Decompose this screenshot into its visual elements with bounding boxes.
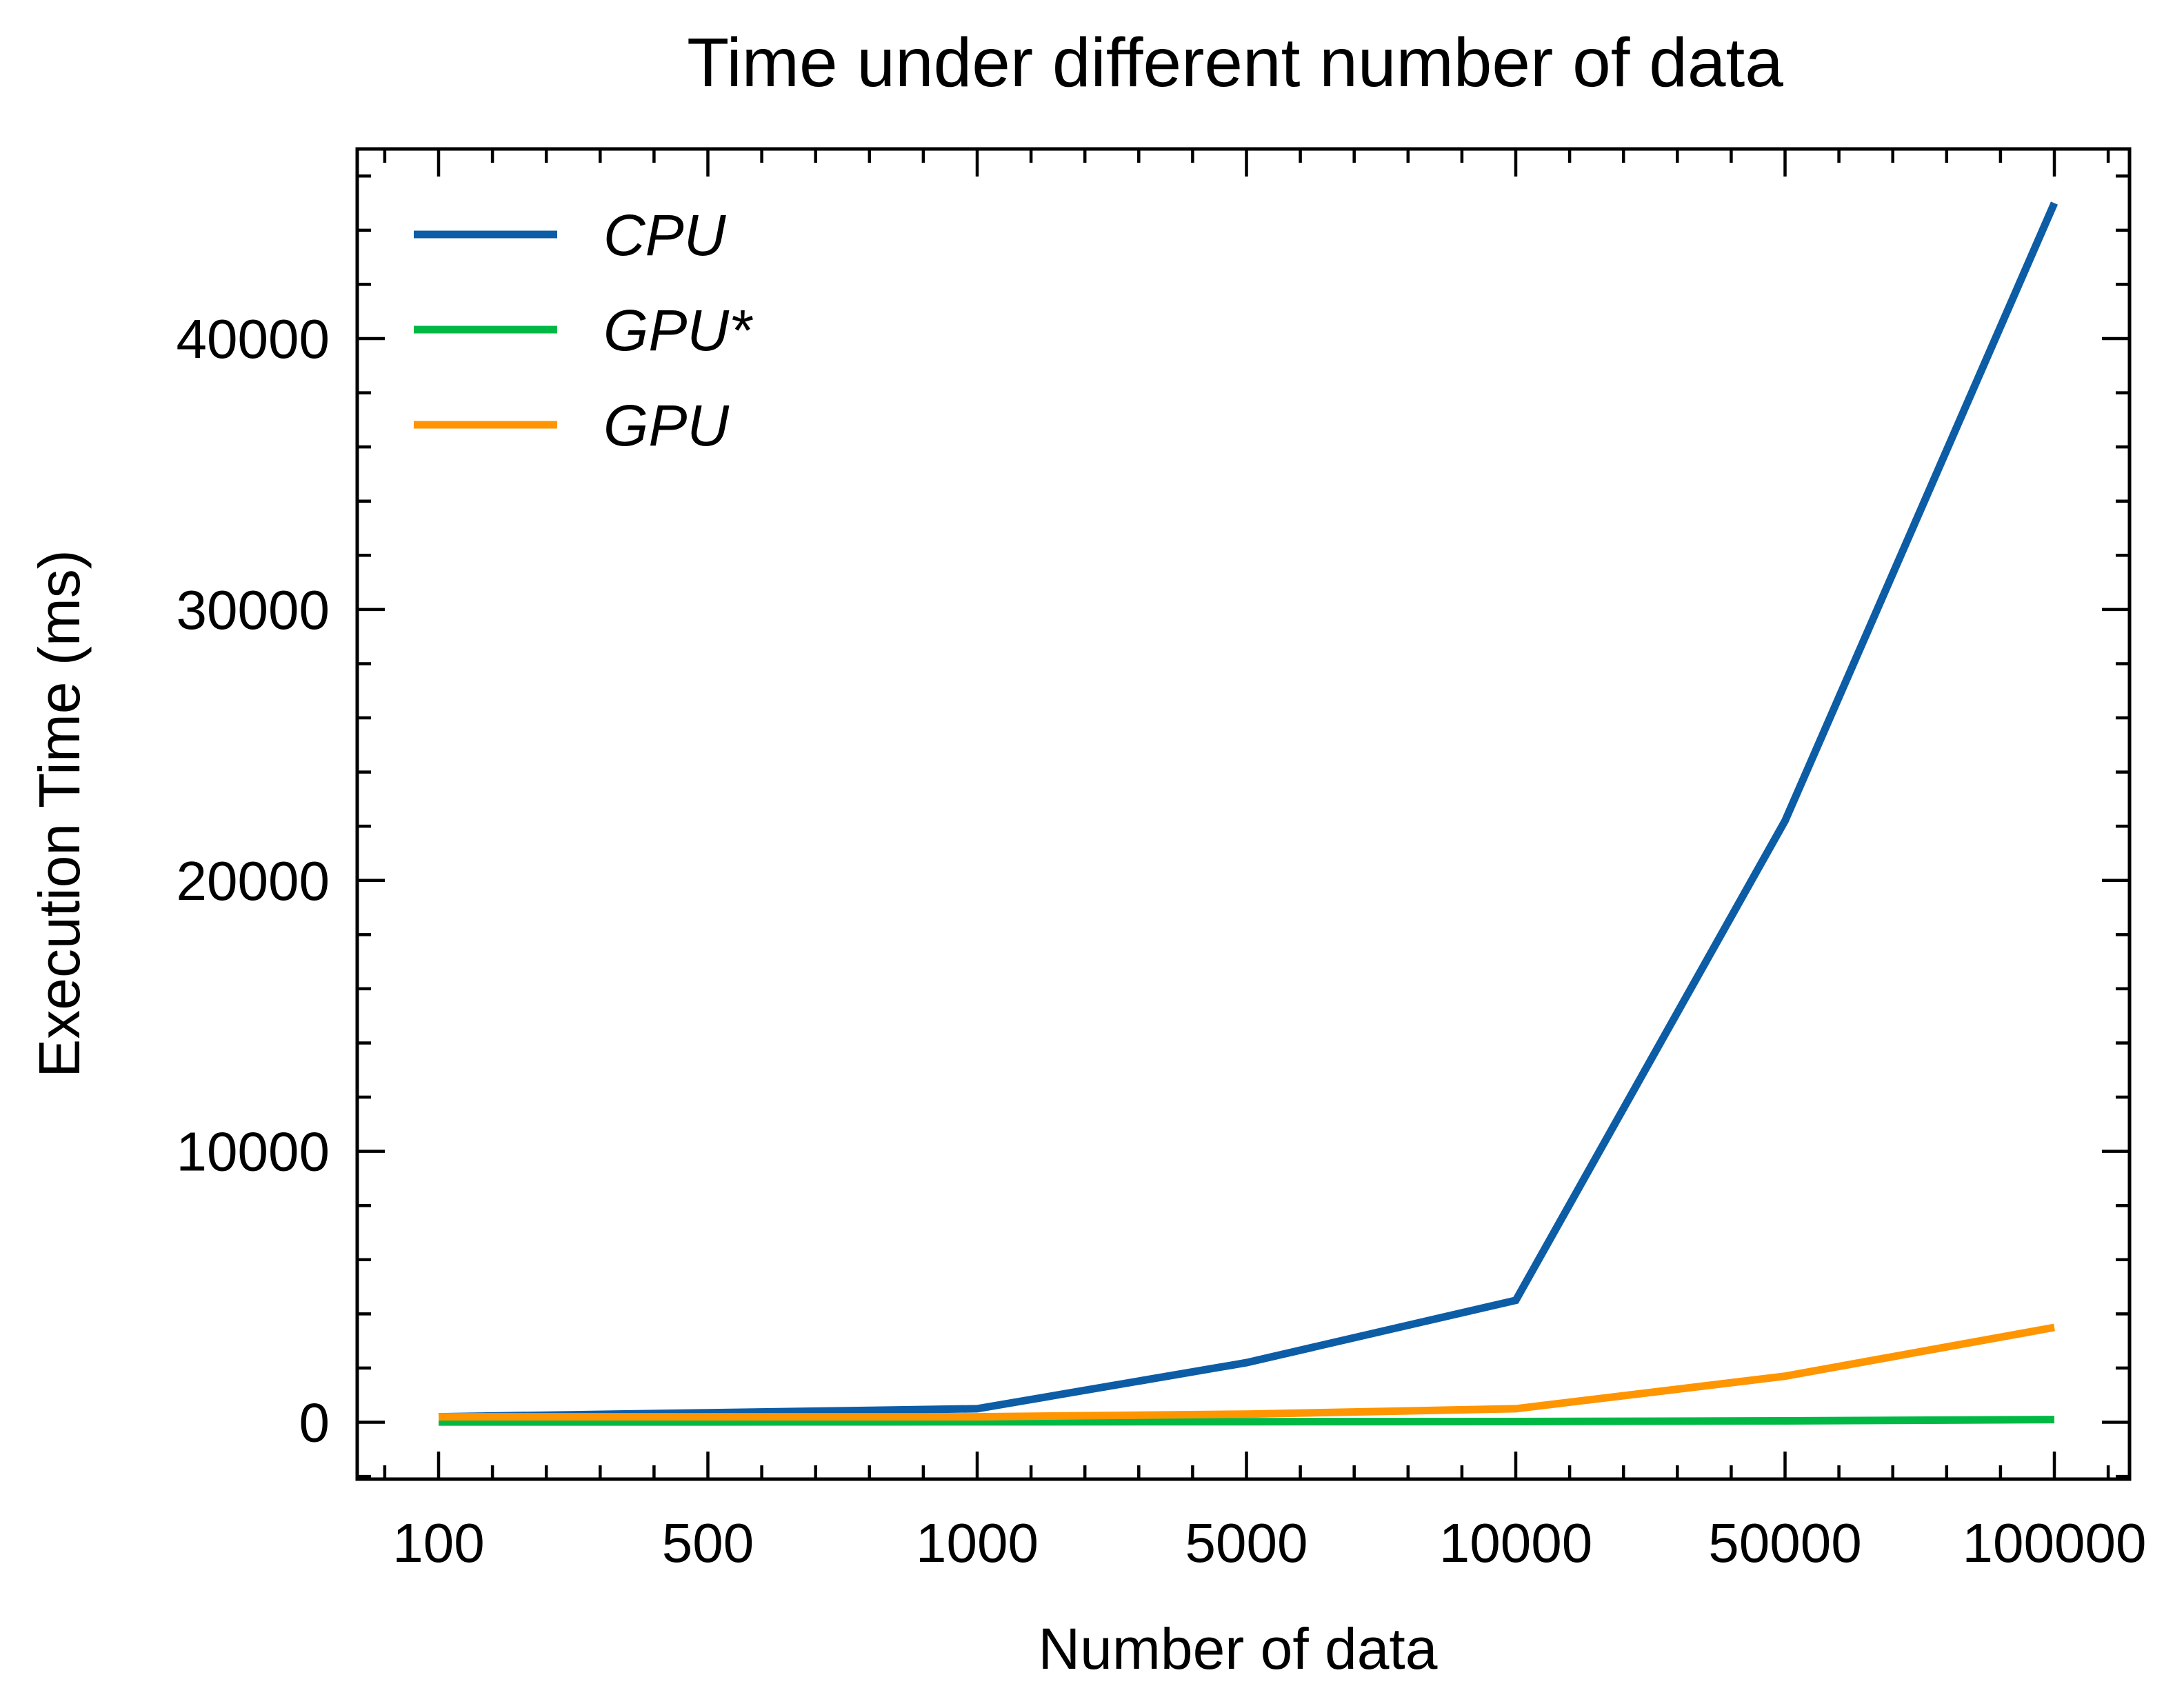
legend-label: GPU [603, 393, 730, 458]
x-tick-label: 10000 [1439, 1512, 1592, 1574]
plot-frame [355, 147, 2132, 1481]
x-tick-label: 50000 [1708, 1512, 1861, 1574]
x-tick-label: 500 [662, 1512, 754, 1574]
plot-series [438, 201, 2058, 1426]
legend-label: CPU [603, 203, 727, 268]
y-tick-label: 0 [299, 1392, 330, 1453]
x-tick-label: 5000 [1185, 1512, 1308, 1574]
series-line-gpu-star [439, 1416, 2055, 1426]
x-tick-label: 1000 [916, 1512, 1039, 1574]
legend: CPU GPU* GPU [414, 203, 753, 458]
series-line-cpu [438, 201, 2058, 1421]
x-axis-label: Number of data [1039, 1616, 1438, 1681]
x-tick-label: 100000 [1963, 1512, 2147, 1574]
legend-label: GPU* [603, 298, 753, 363]
series-line-gpu [439, 1323, 2055, 1421]
y-tick-label: 30000 [177, 579, 330, 641]
chart-title: Time under different number of data [687, 24, 1783, 101]
x-tick-label: 100 [392, 1512, 484, 1574]
y-tick-label: 40000 [177, 308, 330, 370]
y-axis-ticks: 0 10000 20000 30000 40000 [177, 174, 2130, 1478]
y-tick-label: 10000 [177, 1121, 330, 1183]
y-axis-label: Execution Time (ms) [27, 550, 92, 1078]
x-axis-ticks: 100 500 1000 5000 10000 50000 100000 [383, 149, 2147, 1574]
y-tick-label: 20000 [177, 850, 330, 912]
